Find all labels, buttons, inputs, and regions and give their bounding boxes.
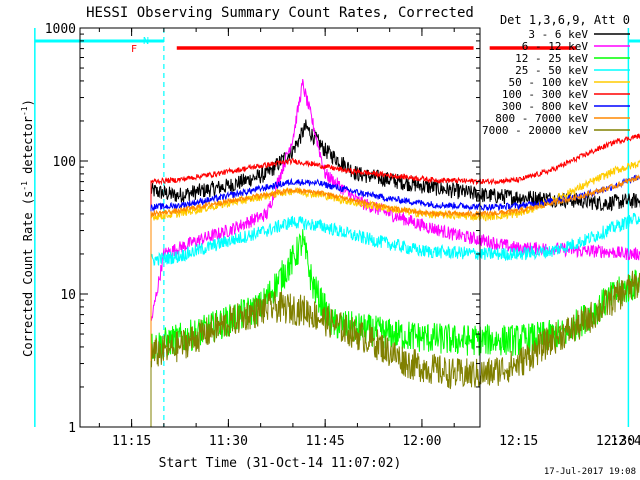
x-tick-label: 12:30 bbox=[596, 434, 635, 449]
legend-label: 25 - 50 keV bbox=[515, 64, 588, 77]
y-tick-label: 1 bbox=[68, 421, 76, 436]
x-tick-label: 11:45 bbox=[306, 434, 345, 449]
y-axis-label-sup1: -1 bbox=[20, 181, 29, 191]
y-axis-label-mid: detector bbox=[21, 116, 35, 181]
x-tick-label: 11:30 bbox=[209, 434, 248, 449]
legend-label: 6 - 12 keV bbox=[522, 40, 589, 53]
series-line bbox=[150, 270, 640, 427]
legend-label: 3 - 6 keV bbox=[528, 28, 588, 41]
legend-label: 7000 - 20000 keV bbox=[482, 124, 588, 137]
series-line bbox=[150, 133, 640, 427]
legend-label: 50 - 100 keV bbox=[509, 76, 589, 89]
series-line bbox=[150, 79, 640, 427]
y-tick-label: 10 bbox=[60, 288, 76, 303]
x-axis-label: Start Time (31-Oct-14 11:07:02) bbox=[159, 456, 402, 471]
x-tick-label: 11:15 bbox=[112, 434, 151, 449]
y-axis-label-end: ) bbox=[21, 99, 35, 106]
y-axis-label: Corrected Count Rate (s-1 detector-1) bbox=[20, 99, 35, 357]
flag-label-flare: F bbox=[131, 44, 137, 55]
x-tick-label: 12:15 bbox=[499, 434, 538, 449]
y-axis-label-main: Corrected Count Rate (s bbox=[21, 191, 35, 357]
plot-layer bbox=[34, 28, 640, 427]
legend-header: Det 1,3,6,9, Att 0 bbox=[500, 13, 630, 27]
legend-label: 300 - 800 keV bbox=[502, 100, 588, 113]
timestamp: 17-Jul-2017 19:08 bbox=[544, 467, 636, 477]
series-line bbox=[150, 212, 640, 427]
chart-title: HESSI Observing Summary Count Rates, Cor… bbox=[86, 5, 474, 21]
legend-label: 800 - 7000 keV bbox=[495, 112, 588, 125]
y-tick-label: 1000 bbox=[45, 22, 76, 37]
plot-frame bbox=[79, 27, 481, 428]
legend-label: 12 - 25 keV bbox=[515, 52, 588, 65]
series-line bbox=[150, 159, 640, 427]
series-line bbox=[150, 119, 640, 427]
y-axis-label-sup2: -1 bbox=[20, 106, 29, 116]
legend-label: 100 - 300 keV bbox=[502, 88, 588, 101]
flag-label-night: N bbox=[143, 36, 149, 47]
series-line bbox=[150, 174, 640, 427]
x-tick-label: 12:00 bbox=[402, 434, 441, 449]
y-tick-label: 100 bbox=[53, 155, 76, 170]
x-tick-label: 12:45 bbox=[610, 434, 640, 449]
